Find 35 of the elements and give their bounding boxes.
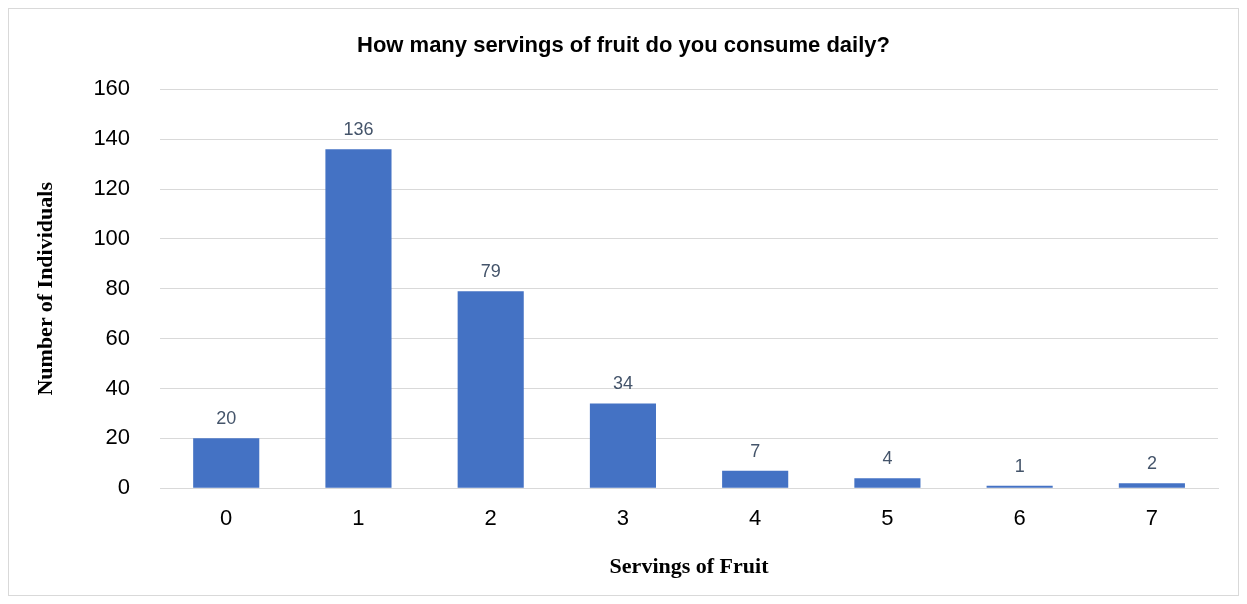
chart-title: How many servings of fruit do you consume daily? bbox=[357, 32, 890, 58]
x-tick-label: 5 bbox=[881, 505, 894, 531]
y-tick-label: 100 bbox=[93, 225, 131, 251]
y-axis-title: Number of Individuals bbox=[31, 181, 57, 396]
y-tick-label: 140 bbox=[93, 125, 131, 151]
x-axis-title: Servings of Fruit bbox=[609, 553, 770, 579]
bar bbox=[722, 470, 789, 488]
x-tick-label: 4 bbox=[749, 505, 762, 531]
data-label: 20 bbox=[216, 408, 237, 429]
bar bbox=[854, 478, 921, 488]
data-label: 7 bbox=[750, 440, 761, 461]
y-tick-label: 60 bbox=[105, 324, 131, 350]
y-tick-label: 120 bbox=[93, 175, 131, 201]
data-label: 136 bbox=[343, 119, 374, 140]
x-tick-label: 7 bbox=[1145, 505, 1159, 531]
data-label: 79 bbox=[480, 261, 501, 282]
data-label: 2 bbox=[1146, 453, 1157, 474]
x-tick-label: 1 bbox=[352, 505, 365, 531]
y-tick-label: 20 bbox=[105, 424, 131, 450]
y-tick-label: 0 bbox=[117, 474, 131, 500]
bar bbox=[325, 149, 392, 488]
bar bbox=[589, 403, 656, 488]
data-label: 1 bbox=[1014, 455, 1025, 476]
data-label: 4 bbox=[882, 448, 893, 469]
x-tick-label: 6 bbox=[1013, 505, 1026, 531]
bar bbox=[1118, 483, 1185, 488]
x-tick-label: 3 bbox=[616, 505, 630, 531]
bar bbox=[193, 438, 260, 488]
data-label: 34 bbox=[612, 373, 633, 394]
x-tick-label: 2 bbox=[484, 505, 497, 531]
y-tick-label: 40 bbox=[105, 374, 131, 400]
x-tick-label: 0 bbox=[220, 505, 233, 531]
y-tick-label: 80 bbox=[105, 274, 131, 300]
y-tick-label: 160 bbox=[93, 75, 131, 101]
bar bbox=[457, 291, 524, 488]
